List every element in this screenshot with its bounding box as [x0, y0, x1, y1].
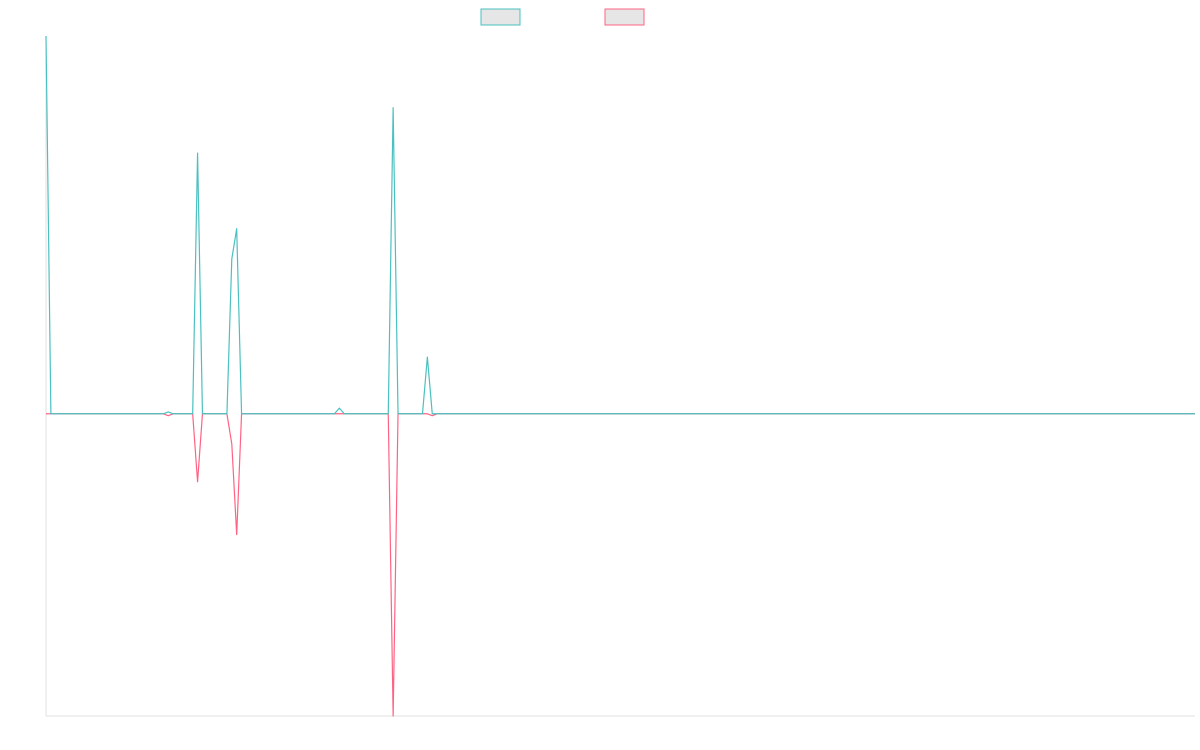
legend-swatch[interactable]: [604, 8, 645, 26]
data-line: [46, 413, 1195, 717]
legend-swatch[interactable]: [480, 8, 521, 26]
data-line: [45, 35, 1195, 415]
